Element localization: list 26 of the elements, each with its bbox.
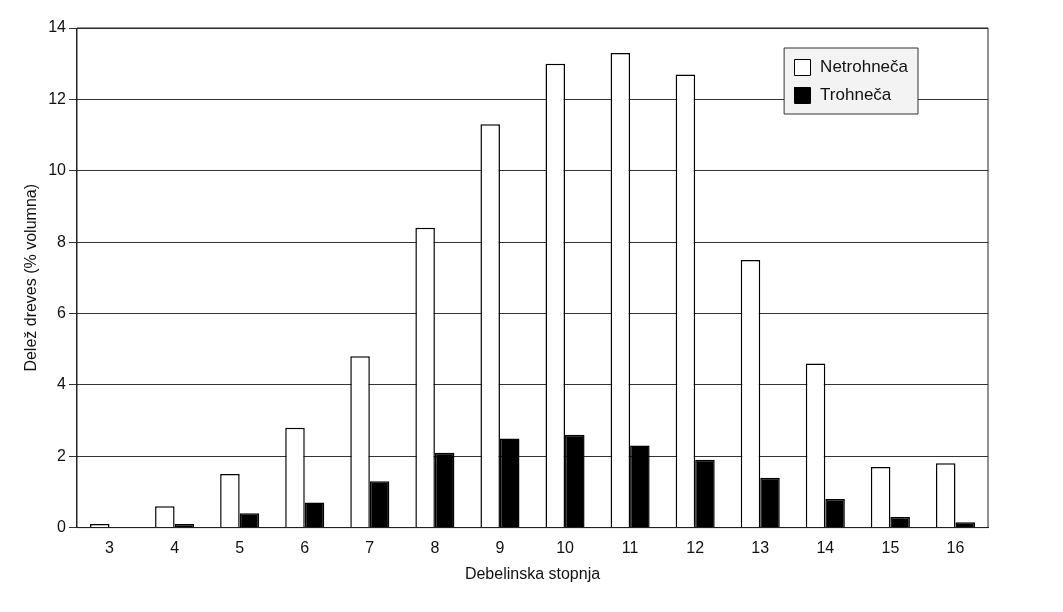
x-tick-label: 3 (105, 538, 115, 556)
y-tick-label: 6 (57, 303, 67, 321)
y-tick-label: 14 (48, 18, 67, 36)
legend-label: Netrohneča (820, 56, 909, 76)
x-tick-label: 9 (495, 538, 505, 556)
x-tick-label: 14 (816, 538, 835, 556)
y-tick-label: 10 (48, 161, 67, 179)
y-axis-title: Delež dreves (% volumna) (22, 183, 40, 372)
x-tick-label: 15 (881, 538, 900, 556)
y-tick-label: 8 (57, 232, 67, 250)
x-tick-label: 10 (556, 538, 575, 556)
x-tick-label: 6 (300, 538, 310, 556)
y-tick-label: 0 (57, 518, 67, 536)
legend-label: Trohneča (820, 84, 892, 104)
x-tick-label: 12 (686, 538, 705, 556)
y-tick-label: 2 (57, 446, 67, 464)
x-tick-label: 16 (946, 538, 965, 556)
y-tick-label: 4 (57, 375, 67, 393)
x-tick-label: 7 (365, 538, 375, 556)
x-tick-label: 8 (430, 538, 440, 556)
x-tick-label: 11 (621, 538, 639, 556)
x-tick-label: 5 (235, 538, 245, 556)
x-tick-label: 4 (170, 538, 180, 556)
x-tick-label: 13 (751, 538, 770, 556)
x-axis-title: Debelinska stopnja (464, 564, 601, 582)
y-tick-label: 12 (48, 89, 67, 107)
